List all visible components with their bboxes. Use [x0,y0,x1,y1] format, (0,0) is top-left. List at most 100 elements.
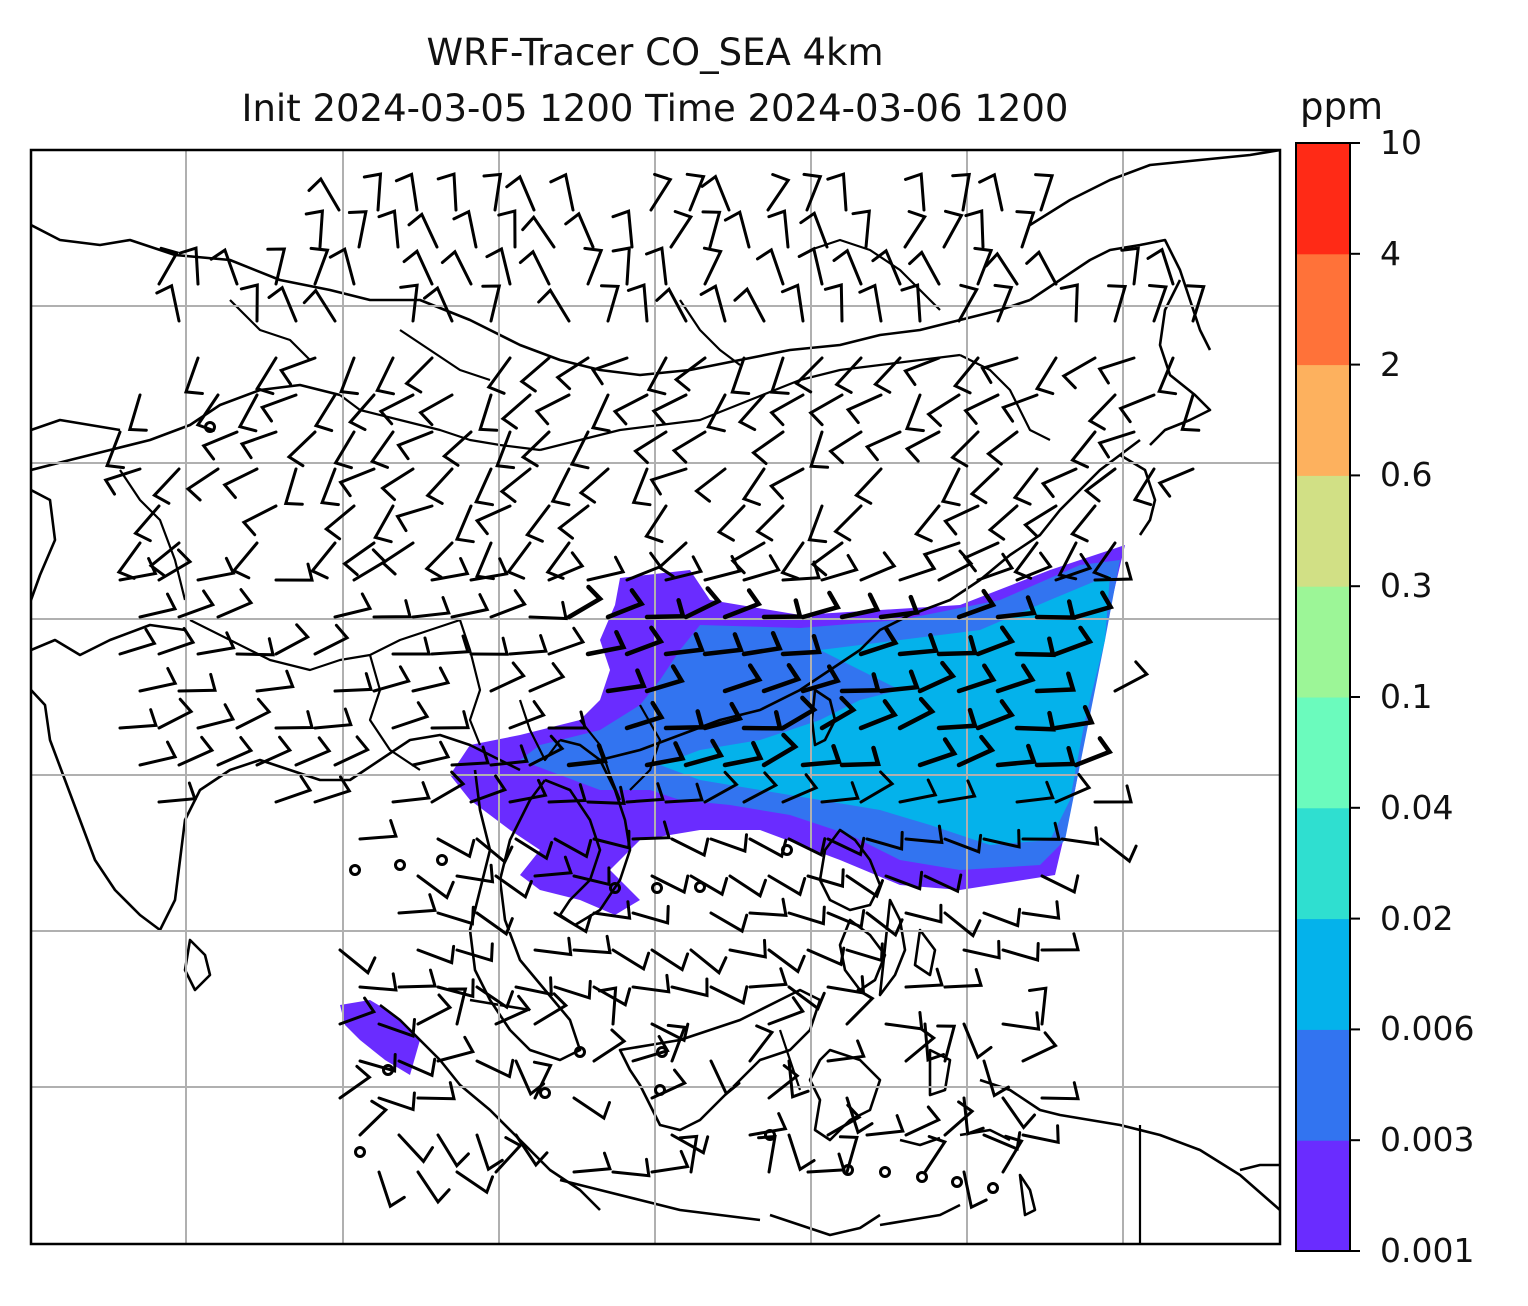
wind-barb [995,663,1036,694]
wind-barb [611,948,651,972]
wind-barb [865,911,904,938]
wind-barb [839,745,881,768]
wind-barb [826,836,866,857]
wind-barb [767,996,806,1026]
wind-barb [138,740,178,767]
wind-barb [533,855,573,878]
wind-barb [1001,1096,1036,1130]
wind-barb [521,214,556,249]
wind-barb [1040,467,1078,499]
wind-barb [592,1028,627,1063]
wind-barb [495,430,516,470]
wind-barb [646,356,668,396]
wind-barb [900,283,922,323]
wind-barb [936,1024,957,1063]
wind-barb [741,710,783,731]
wind-barb [702,632,744,657]
calm-wind-marker [574,1046,586,1058]
wind-barb [547,710,587,730]
wind-barb [550,467,571,507]
wind-barb [1040,1081,1080,1101]
wind-barb [237,393,259,433]
wind-barb [984,251,1019,286]
wind-barb [103,467,142,496]
wind-barb [416,1170,451,1205]
wind-barb [769,393,805,427]
calm-wind-marker [916,1171,928,1183]
wind-barb [1120,246,1140,286]
wind-barb [808,393,844,427]
wind-barb [508,778,548,804]
wind-barb [216,588,254,619]
wind-barb [585,629,627,657]
wind-barb [767,209,790,249]
wind-barb [313,393,337,433]
wind-barb [506,541,532,580]
wind-barb [235,697,272,730]
wind-barb [1014,636,1056,658]
wind-barb [631,467,652,507]
wind-barb [819,695,857,731]
wind-barb [940,467,961,507]
wind-barb [475,837,514,865]
wind-barb [377,1170,406,1209]
wind-barb [600,284,620,323]
wind-barb [781,560,821,582]
wind-barb [982,828,1021,849]
wind-barb [709,1059,741,1096]
colorbar-tick-label: 2 [1380,344,1401,384]
wind-barb [975,699,1016,731]
wind-barb [1034,173,1055,212]
map-title-line1: WRF-Tracer CO_SEA 4km [426,31,884,74]
wind-barb [395,504,434,533]
wind-barb [781,773,819,804]
wind-barb [787,1133,816,1172]
wind-barb [372,665,411,693]
wind-barb [787,905,826,926]
plume-low-patch-west [340,1000,420,1075]
wind-barb [547,626,586,656]
wind-barb [255,735,293,767]
wind-barb [917,737,958,768]
wind-barb [274,710,314,730]
wind-barb [995,743,1037,768]
wind-barb [278,356,317,386]
wind-barb [851,209,871,249]
wind-barb [372,599,412,619]
wind-barb [1087,393,1117,431]
wind-barb [274,623,311,656]
wind-barb [320,467,340,507]
wind-barb [133,504,161,543]
wind-barb [557,504,590,540]
wind-barb [294,736,332,767]
wind-barb [865,1114,905,1137]
wind-barb [969,467,1000,505]
wind-barb [834,356,863,394]
wind-barb [239,283,259,323]
wind-barb [663,709,705,731]
wind-barb [709,985,749,1006]
wind-barb [1157,467,1195,498]
wind-barb [485,246,512,286]
wind-barb [800,590,841,620]
wind-barb [859,770,895,804]
wind-barb [116,541,142,580]
wind-barb [1070,430,1097,469]
colorbar-segment [1296,1029,1350,1141]
wind-barb [878,669,920,694]
wind-barb [644,598,686,620]
wind-barb [716,504,746,542]
wind-barb [313,707,353,730]
tracer-plume [340,545,1125,1075]
calm-wind-marker [349,864,361,876]
wind-barb [780,633,822,657]
wind-barb [333,592,373,619]
wind-barb [494,994,532,1026]
wind-barb [528,600,568,621]
wind-barb [956,734,996,768]
wind-barb [942,209,964,249]
wind-barb [416,874,455,900]
wind-barb [728,874,767,899]
wind-barb [1148,284,1168,323]
